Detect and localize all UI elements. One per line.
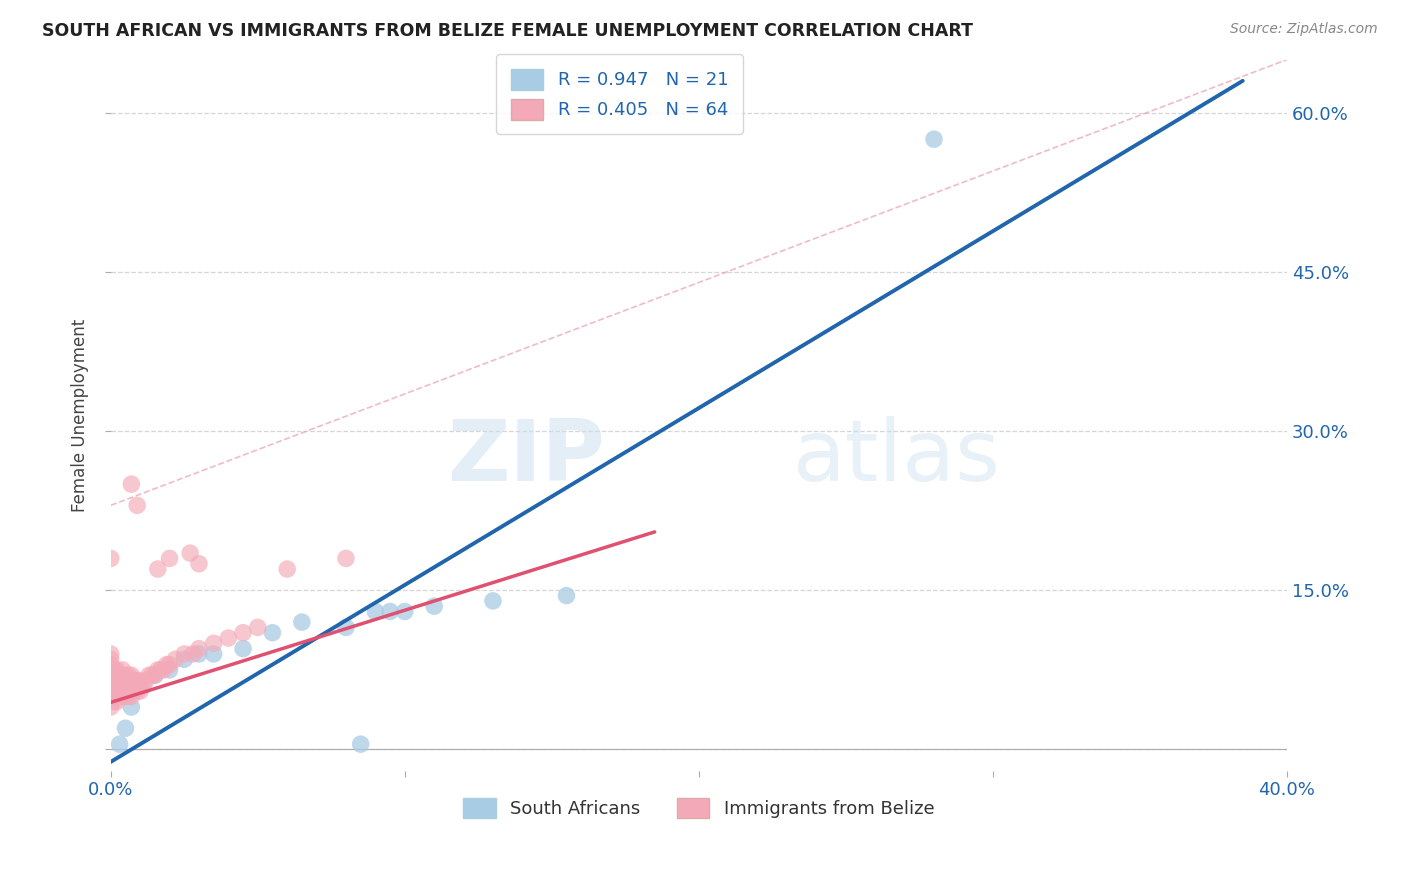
Point (143, 668, 166, 682)
Point (291, 615, 314, 629)
Point (111, 684, 134, 698)
Point (117, 668, 139, 682)
Point (100, 657, 122, 672)
Point (335, 551, 357, 566)
Point (173, 647, 195, 661)
Point (152, 663, 174, 677)
Point (100, 551, 122, 566)
Point (103, 673, 125, 688)
Text: SOUTH AFRICAN VS IMMIGRANTS FROM BELIZE FEMALE UNEMPLOYMENT CORRELATION CHART: SOUTH AFRICAN VS IMMIGRANTS FROM BELIZE … (42, 22, 973, 40)
Point (103, 684, 125, 698)
Point (135, 673, 157, 688)
Point (246, 620, 269, 634)
Point (127, 684, 149, 698)
Point (103, 663, 125, 677)
Point (100, 663, 122, 677)
Point (202, 636, 225, 650)
Point (111, 673, 134, 688)
Point (276, 562, 298, 576)
Point (100, 700, 122, 714)
Point (103, 695, 125, 709)
Point (117, 690, 139, 704)
Point (423, 599, 446, 614)
Point (105, 684, 128, 698)
Point (129, 684, 152, 698)
Point (114, 679, 136, 693)
Point (922, 132, 945, 146)
Text: atlas: atlas (793, 417, 1001, 500)
Point (350, 737, 373, 751)
Point (117, 679, 139, 693)
Point (111, 663, 134, 677)
Point (132, 679, 155, 693)
Point (202, 647, 225, 661)
Point (100, 684, 122, 698)
Point (188, 647, 211, 661)
Point (232, 641, 254, 656)
Point (108, 690, 131, 704)
Point (262, 625, 284, 640)
Point (120, 668, 142, 682)
Point (378, 605, 401, 619)
Point (129, 679, 152, 693)
Point (100, 690, 122, 704)
Legend: South Africans, Immigrants from Belize: South Africans, Immigrants from Belize (456, 790, 942, 826)
Point (146, 663, 169, 677)
Point (394, 605, 416, 619)
Point (100, 652, 122, 666)
Point (108, 668, 131, 682)
Point (111, 690, 134, 704)
Point (188, 641, 211, 656)
Point (555, 589, 578, 603)
Point (143, 668, 166, 682)
Point (179, 546, 201, 560)
Point (100, 668, 122, 682)
Point (364, 605, 387, 619)
Point (120, 700, 142, 714)
Point (217, 631, 239, 645)
Point (120, 679, 142, 693)
Point (108, 737, 131, 751)
Point (105, 673, 128, 688)
Point (232, 625, 254, 640)
Point (138, 668, 160, 682)
Point (124, 684, 146, 698)
Point (100, 673, 122, 688)
Point (141, 668, 163, 682)
Point (482, 594, 505, 608)
Point (129, 673, 152, 688)
Point (114, 668, 136, 682)
Point (149, 663, 172, 677)
Point (120, 690, 142, 704)
Point (127, 673, 149, 688)
Point (335, 620, 357, 634)
Point (114, 690, 136, 704)
Point (127, 499, 149, 513)
Y-axis label: Female Unemployment: Female Unemployment (72, 318, 89, 512)
Point (100, 679, 122, 693)
Point (124, 673, 146, 688)
Point (165, 652, 187, 666)
Point (159, 657, 181, 672)
Point (108, 679, 131, 693)
Point (120, 477, 142, 491)
Point (188, 557, 211, 571)
Point (105, 663, 128, 677)
Text: Source: ZipAtlas.com: Source: ZipAtlas.com (1230, 22, 1378, 37)
Point (159, 663, 181, 677)
Point (173, 652, 195, 666)
Point (159, 551, 181, 566)
Point (156, 657, 179, 672)
Point (114, 721, 136, 735)
Point (100, 647, 122, 661)
Point (146, 562, 169, 576)
Text: ZIP: ZIP (447, 417, 605, 500)
Point (181, 647, 204, 661)
Point (105, 695, 128, 709)
